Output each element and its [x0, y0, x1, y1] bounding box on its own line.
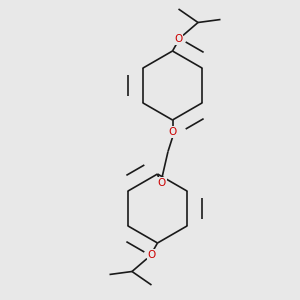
Text: O: O — [168, 127, 177, 137]
Text: O: O — [147, 250, 156, 260]
Text: O: O — [158, 178, 166, 188]
Text: O: O — [174, 34, 183, 44]
